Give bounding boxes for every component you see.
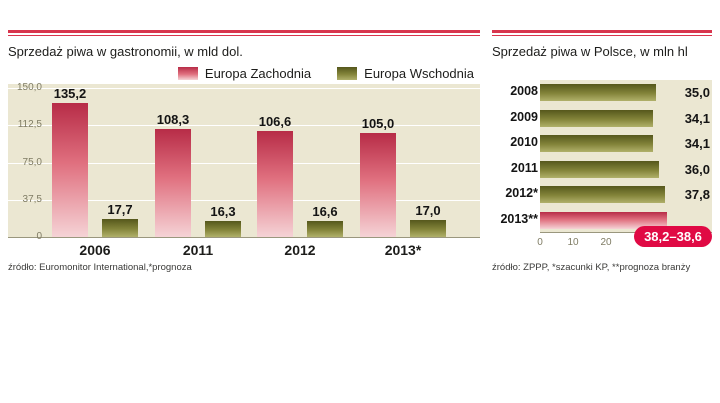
bar-value-label: 34,1 <box>684 110 710 126</box>
bar-europa-zachodnia <box>360 132 396 237</box>
row-year-label: 2013** <box>500 211 538 226</box>
bar-europa-wschodnia <box>205 220 241 237</box>
legend-item-east: Europa Wschodnia <box>337 66 474 81</box>
y-tick-label: 112,5 <box>17 119 42 131</box>
y-tick-label: 37,5 <box>22 193 42 205</box>
row-year-label: 2012* <box>505 186 538 200</box>
x-tick-label: 20 <box>600 237 612 248</box>
x-axis-gastronomy: 2006 2011 2012 2013* <box>8 242 480 260</box>
bar-value-label: 16,3 <box>210 203 236 219</box>
top-rule <box>8 30 480 36</box>
bar-europa-wschodnia <box>410 220 446 237</box>
bar-2010 <box>540 135 653 152</box>
highlight-badge: 38,2–38,6 <box>634 226 712 247</box>
x-tick-label: 2013* <box>384 242 422 258</box>
bar-value-label: 108,3 <box>156 112 190 128</box>
top-rule <box>492 30 712 36</box>
gridline <box>8 199 480 201</box>
legend-label-west: Europa Zachodnia <box>204 66 312 81</box>
row-year-label: 2009 <box>510 109 538 124</box>
bar-value-label: 35,0 <box>684 85 710 100</box>
bar-europa-zachodnia <box>52 102 88 237</box>
legend-label-east: Europa Wschodnia <box>364 66 474 81</box>
legend: Europa Zachodnia Europa Wschodnia <box>177 66 474 81</box>
bar-2012* <box>540 186 665 203</box>
x-tick-label: 0 <box>537 237 543 248</box>
x-tick-label: 2012 <box>284 242 316 258</box>
bar-value-label: 16,6 <box>312 203 338 219</box>
chart-beer-gastronomy: Sprzedaż piwa w gastronomii, w mld dol. … <box>8 30 480 285</box>
plot-area-gastronomy: 150,0 112,5 75,0 37,5 0 135,2 17,7 108,3 16,3 106… <box>8 82 480 242</box>
gridline <box>8 162 480 164</box>
plot-background <box>540 80 712 233</box>
y-tick-label: 0 <box>36 231 42 242</box>
gridline <box>8 125 480 127</box>
chart-beer-poland: Sprzedaż piwa w Polsce, w mln hl 2008 35,… <box>492 30 712 285</box>
y-tick-label: 75,0 <box>22 156 42 168</box>
bar-value-label: 36,0 <box>684 161 710 177</box>
bar-europa-wschodnia <box>102 219 138 237</box>
source-note: źródło: Euromonitor International,*progn… <box>8 262 192 273</box>
x-tick-label: 10 <box>567 237 579 248</box>
bar-2008 <box>540 84 656 101</box>
chart-title: Sprzedaż piwa w Polsce, w mln hl <box>492 44 688 59</box>
bar-europa-zachodnia <box>257 131 293 237</box>
y-tick-label: 150,0 <box>16 82 42 93</box>
bar-europa-wschodnia <box>307 220 343 237</box>
x-tick-label: 2006 <box>79 242 111 258</box>
row-year-label: 2011 <box>510 160 538 175</box>
legend-swatch-olive <box>337 67 358 80</box>
bar-europa-zachodnia <box>155 129 191 237</box>
chart-title: Sprzedaż piwa w gastronomii, w mld dol. <box>8 44 243 59</box>
bar-value-label: 17,0 <box>415 203 441 219</box>
bar-value-label: 105,0 <box>361 115 395 131</box>
source-note: źródło: ZPPP, *szacunki KP, **prognoza b… <box>492 262 691 273</box>
x-tick-label: 2011 <box>182 242 214 258</box>
row-year-label: 2010 <box>510 135 538 149</box>
legend-swatch-red <box>177 67 198 80</box>
legend-item-west: Europa Zachodnia <box>177 66 312 81</box>
bar-value-label: 34,1 <box>684 136 710 151</box>
gridline <box>8 88 480 89</box>
bar-value-label: 135,2 <box>53 85 87 101</box>
plot-area-poland: 2008 35,0 2009 34,1 2010 34,1 2011 36,0 2012* 37,… <box>492 80 712 234</box>
x-axis-poland: 0 10 20 <box>492 237 712 251</box>
bar-value-label: 106,6 <box>258 114 292 130</box>
bar-value-label: 37,8 <box>684 187 710 202</box>
bar-2013** <box>540 211 667 229</box>
bar-2009 <box>540 109 653 127</box>
row-year-label: 2008 <box>510 84 538 98</box>
bar-2011 <box>540 160 659 178</box>
bar-value-label: 17,7 <box>107 202 133 218</box>
